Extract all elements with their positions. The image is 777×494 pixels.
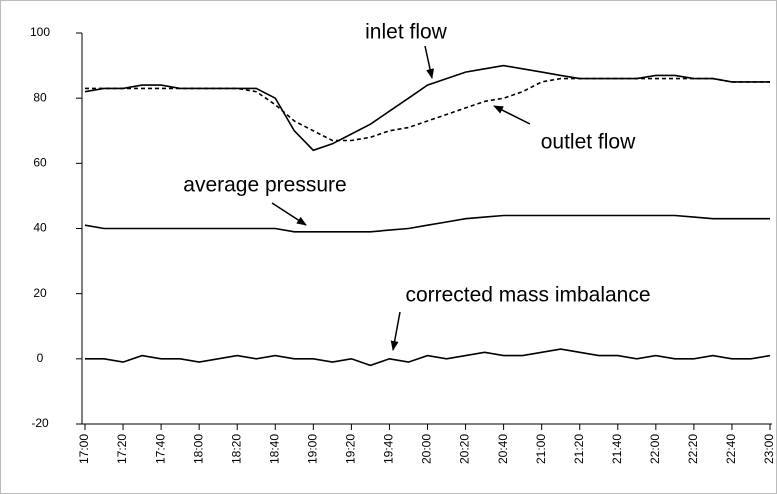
x-tick-label: 17:40 [153, 434, 167, 464]
annotation-arrow [271, 202, 307, 226]
series-layer [84, 64, 771, 367]
annotation-arrow [424, 45, 434, 79]
x-tick-label: 17:00 [77, 434, 91, 464]
annotation: inlet flow [365, 21, 448, 44]
annotation-arrow [493, 105, 531, 125]
x-tick-label: 21:00 [534, 434, 548, 464]
x-tick-label: 18:00 [191, 434, 205, 464]
annotation: corrected mass imbalance [405, 284, 650, 307]
series-line [85, 77, 770, 142]
annotation-arrow [390, 311, 401, 351]
x-tick-label: 22:00 [648, 434, 662, 464]
y-tick-label: 40 [33, 221, 47, 235]
annotation: outlet flow [541, 131, 636, 154]
y-tick-label: 100 [30, 25, 50, 39]
x-tick-label: 21:40 [610, 434, 624, 464]
x-tick-label: 20:20 [458, 434, 472, 464]
x-tick-label: 22:40 [724, 434, 738, 464]
series-line [84, 64, 770, 152]
x-tick-label: 20:00 [420, 434, 434, 464]
series-line [84, 214, 770, 233]
x-tick-label: 21:20 [572, 434, 586, 464]
x-tick-label: 17:20 [115, 434, 129, 464]
x-tick-label: 22:20 [686, 434, 700, 464]
y-tick-label: 80 [33, 90, 47, 104]
x-tick-label: 20:40 [496, 434, 510, 464]
annotation: average pressure [183, 174, 346, 197]
x-tick-label: 19:40 [382, 434, 396, 464]
x-tick-label: 19:00 [306, 434, 320, 464]
y-tick-label: 60 [33, 156, 47, 170]
y-tick-label: 0 [37, 351, 44, 365]
series-line [85, 348, 771, 367]
y-tick-label: 20 [33, 286, 47, 300]
x-tick-label: 23:00 [762, 434, 776, 464]
x-tick-label: 18:20 [229, 434, 243, 464]
y-tick-label: -20 [31, 416, 49, 430]
x-tick-label: 19:20 [344, 434, 358, 464]
x-tick-label: 18:40 [267, 434, 281, 464]
